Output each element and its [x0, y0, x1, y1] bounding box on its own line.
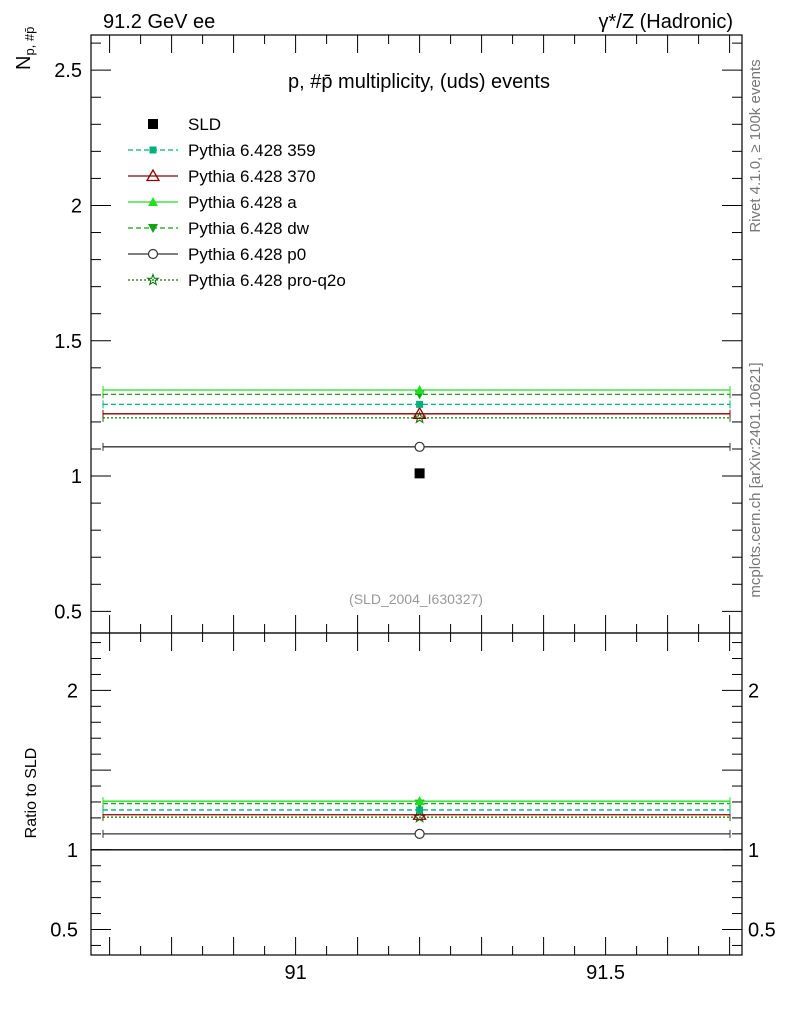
main-ylabel-n: N [13, 56, 35, 70]
main-y-tick-label: 1.5 [54, 331, 82, 353]
ratio-series-marker [412, 807, 427, 820]
legend: SLD Pythia 6.428 359 Pythia 6.428 370 Pythi… [128, 115, 346, 290]
analysis-id: (SLD_2004_I630327) [349, 591, 483, 607]
legend-marker [148, 197, 158, 206]
header-left: 91.2 GeV ee [103, 11, 215, 33]
main-y-tick-label: 0.5 [54, 601, 82, 623]
legend-marker [146, 272, 160, 286]
series-2 [102, 385, 731, 806]
main-y-tick-label: 1 [71, 466, 82, 488]
ratio-y-tick-label-right: 0.5 [748, 919, 776, 941]
x-tick-label: 91.5 [586, 962, 625, 984]
axis-ticks: 91 91.5 0.5 1 1.5 2 2.5 0.5 0.5 1 1 2 2 [50, 35, 776, 984]
ratio-y-tick-label: 1 [67, 840, 78, 862]
main-ylabel: Np, #p̄ [13, 27, 37, 70]
main-series-marker [414, 385, 425, 395]
legend-marker [148, 224, 158, 233]
mcplots-label: mcplots.cern.ch [arXiv:2401.10621] [747, 362, 764, 597]
legend-label: Pythia 6.428 pro-q2o [188, 271, 346, 290]
rivet-label: Rivet 4.1.0, ≥ 100k events [747, 59, 764, 232]
series-layer [91, 385, 742, 851]
legend-marker [149, 146, 157, 154]
ratio-ylabel: Ratio to SLD [23, 748, 40, 839]
ratio-y-tick-label: 2 [67, 680, 78, 702]
legend-marker-sld [148, 119, 158, 129]
main-series-marker [412, 406, 427, 419]
ratio-series-marker [414, 828, 425, 839]
header-right: γ*/Z (Hadronic) [599, 11, 733, 33]
legend-label-sld: SLD [188, 115, 221, 134]
svg-text:Np, #p̄: Np, #p̄ [13, 27, 37, 70]
main-y-tick-label: 2 [71, 195, 82, 217]
legend-label: Pythia 6.428 359 [188, 141, 316, 160]
legend-label: Pythia 6.428 p0 [188, 245, 306, 264]
ratio-y-tick-label-right: 2 [748, 680, 759, 702]
series-4 [102, 441, 731, 839]
main-series-marker [412, 410, 427, 424]
main-ylabel-sub: p, #p̄ [22, 27, 37, 56]
data-point-sld [414, 468, 425, 479]
legend-label: Pythia 6.428 dw [188, 219, 310, 238]
plot-title: p, #p̄ multiplicity, (uds) events [288, 71, 550, 93]
ratio-y-tick-label: 0.5 [50, 919, 78, 941]
legend-marker [147, 248, 159, 260]
series-0 [102, 400, 731, 814]
ratio-series-marker [416, 806, 424, 814]
legend-label: Pythia 6.428 a [188, 193, 297, 212]
main-series-marker [414, 441, 425, 452]
main-series-marker [416, 400, 424, 408]
ratio-series-marker [414, 796, 425, 806]
x-tick-label: 91 [284, 962, 306, 984]
main-y-tick-label: 2.5 [54, 60, 82, 82]
legend-label: Pythia 6.428 370 [188, 167, 316, 186]
series-1 [102, 406, 731, 820]
ratio-plot-frame [90, 632, 743, 956]
legend-marker [145, 168, 161, 182]
ratio-y-tick-label-right: 1 [748, 840, 759, 862]
